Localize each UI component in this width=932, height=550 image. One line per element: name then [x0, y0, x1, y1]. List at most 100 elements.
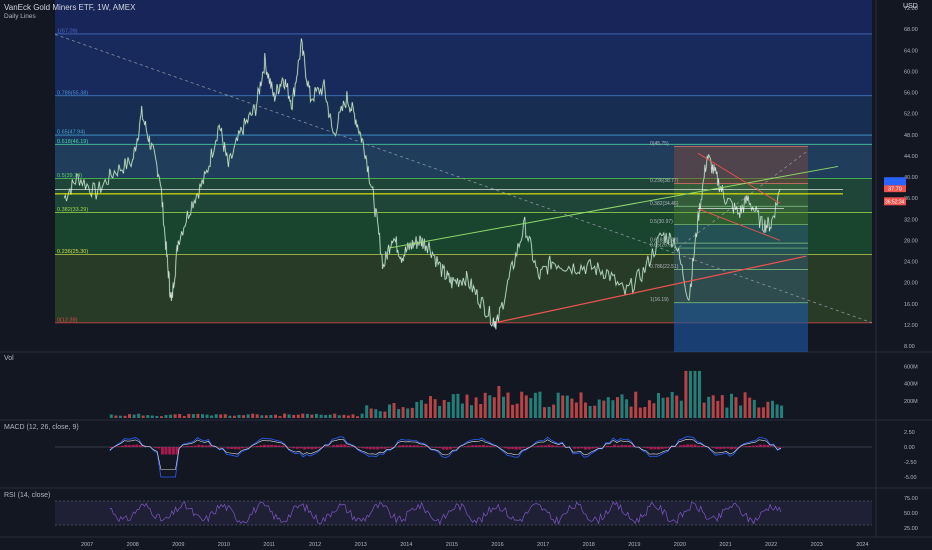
volume-bar — [438, 405, 442, 418]
fib-level-label: 0.382(33.29) — [57, 207, 88, 213]
volume-bar — [647, 400, 651, 418]
volume-bar — [328, 414, 332, 418]
volume-bar — [707, 396, 711, 418]
fib-right-zone — [674, 146, 808, 184]
volume-bar — [433, 399, 437, 418]
fib-level-label: 0.236(25.30) — [57, 249, 88, 255]
volume-bar — [561, 395, 565, 418]
volume-bar — [529, 398, 533, 418]
volume-bar — [538, 391, 542, 418]
volume-bar — [593, 405, 597, 418]
macd-hist-bar — [642, 447, 646, 448]
price-tag-bg — [884, 184, 906, 193]
x-axis-tick: 2023 — [811, 542, 823, 548]
macd-hist-bar — [325, 446, 328, 447]
fib-right-label: 0.786(22.51) — [650, 264, 679, 270]
volume-bar — [588, 406, 592, 418]
price-axis-tick: 68.00 — [904, 27, 918, 33]
volume-bar — [451, 394, 455, 418]
macd-hist-bar — [744, 446, 748, 447]
volume-bar — [730, 393, 733, 418]
macd-hist-bar — [401, 445, 405, 447]
macd-hist-bar — [164, 447, 168, 455]
macd-hist-bar — [270, 444, 274, 447]
macd-hist-bar — [343, 444, 347, 447]
macd-hist-bar — [233, 447, 237, 450]
volume-bar — [698, 370, 701, 418]
volume-bar — [260, 415, 264, 418]
volume-bar — [725, 407, 729, 418]
volume-bar — [160, 416, 163, 418]
macd-hist-bar — [274, 445, 277, 447]
macd-hist-bar — [485, 445, 489, 447]
macd-hist-bar — [580, 447, 584, 449]
volume-bar — [246, 414, 250, 418]
macd-hist-bar — [423, 446, 427, 447]
macd-hist-bar — [551, 445, 555, 447]
x-axis-tick: 2021 — [719, 542, 731, 548]
macd-hist-bar — [664, 447, 668, 449]
volume-bar — [337, 415, 341, 418]
x-axis-tick: 2018 — [583, 542, 595, 548]
macd-hist-bar — [339, 444, 343, 447]
macd-hist-bar — [222, 447, 226, 448]
macd-hist-bar — [755, 445, 759, 447]
macd-hist-bar — [190, 445, 194, 447]
volume-bar — [137, 413, 141, 418]
price-axis-tick: 32.00 — [904, 217, 918, 223]
x-axis-tick: 2009 — [172, 542, 184, 548]
x-axis-tick: 2022 — [765, 542, 777, 548]
macd-hist-bar — [445, 447, 449, 450]
volume-bar — [675, 395, 679, 418]
macd-hist-bar — [682, 444, 686, 447]
macd-hist-bar — [259, 445, 263, 447]
macd-hist-bar — [299, 447, 303, 449]
price-axis-tick: 40.00 — [904, 175, 918, 181]
macd-hist-bar — [434, 447, 438, 448]
macd-hist-bar — [350, 446, 354, 447]
volume-bar — [178, 414, 182, 418]
macd-hist-bar — [376, 447, 380, 450]
macd-hist-bar — [660, 447, 664, 449]
price-tag-label: 37.70 — [888, 187, 902, 193]
macd-hist-bar — [478, 445, 482, 447]
macd-hist-bar — [759, 444, 763, 447]
macd-hist-bar — [620, 444, 624, 447]
volume-bar — [543, 407, 546, 418]
volume-bar — [278, 416, 282, 418]
macd-hist-bar — [587, 447, 591, 450]
x-axis-tick: 2016 — [491, 542, 503, 548]
volume-bar — [497, 386, 501, 418]
signal-line — [109, 438, 782, 470]
price-axis-tick: 72.00 — [904, 6, 918, 12]
fib-right-label: 0.236(38.77) — [650, 178, 679, 184]
x-axis-tick: 2008 — [127, 542, 139, 548]
volume-bar — [739, 405, 743, 418]
macd-hist-bar — [387, 447, 390, 448]
volume-bar — [424, 403, 428, 418]
x-axis-tick: 2010 — [218, 542, 230, 548]
macd-hist-bar — [281, 445, 285, 447]
fib-right-zone — [674, 224, 808, 244]
volume-bar — [242, 415, 245, 418]
volume-bar — [643, 407, 647, 418]
macd-hist-bar — [584, 447, 587, 450]
volume-bar — [214, 414, 218, 418]
macd-hist-bar — [646, 447, 650, 449]
volume-bar — [552, 404, 556, 418]
volume-bar — [232, 415, 236, 418]
x-axis-tick: 2007 — [81, 542, 93, 548]
volume-bar — [684, 370, 688, 418]
fib-right-zone-bottom — [674, 302, 808, 352]
x-axis-tick: 2020 — [674, 542, 686, 548]
macd-hist-bar — [109, 447, 113, 448]
macd-hist-bar — [467, 445, 471, 447]
macd-hist-bar — [430, 447, 434, 448]
macd-hist-bar — [689, 444, 693, 447]
fib-zone — [55, 33, 872, 96]
volume-bar — [296, 414, 300, 418]
fib-level-label: 0.65(47.94) — [57, 130, 85, 136]
volume-bar — [502, 396, 505, 418]
volume-bar — [419, 400, 423, 418]
